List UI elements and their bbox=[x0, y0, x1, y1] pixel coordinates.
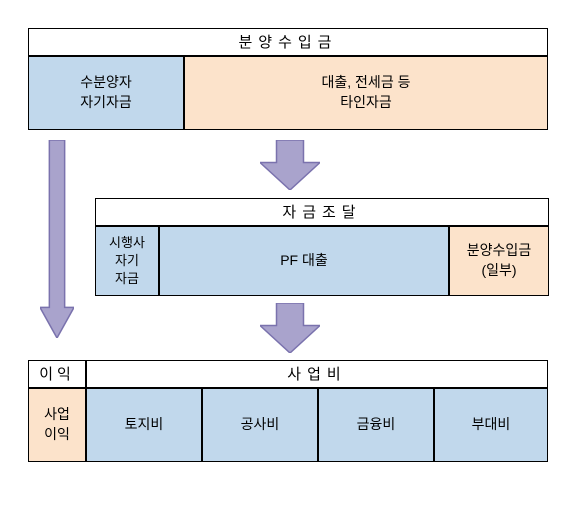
section3-cell-1: 사업이익 bbox=[28, 388, 86, 462]
section2-cell-3: 분양수입금(일부) bbox=[449, 226, 549, 296]
long-arrow-icon bbox=[40, 140, 74, 338]
section2-cell-1: 시행사자기자금 bbox=[95, 226, 159, 296]
section3-header-right: 사업비 bbox=[86, 360, 548, 388]
section1-header: 분양수입금 bbox=[28, 28, 548, 56]
section3-cell-4: 금융비 bbox=[318, 388, 434, 462]
arrow-1-icon bbox=[260, 140, 320, 190]
section3-cell-5: 부대비 bbox=[434, 388, 548, 462]
section1-right-cell: 대출, 전세금 등타인자금 bbox=[184, 56, 548, 130]
section1-left-cell: 수분양자자기자금 bbox=[28, 56, 184, 130]
section2-header: 자금조달 bbox=[95, 198, 549, 226]
section3-cell-3: 공사비 bbox=[202, 388, 318, 462]
section2-cell-2: PF 대출 bbox=[159, 226, 449, 296]
section3-cell-2: 토지비 bbox=[86, 388, 202, 462]
arrow-2-icon bbox=[260, 303, 320, 353]
section3-header-left: 이익 bbox=[28, 360, 86, 388]
